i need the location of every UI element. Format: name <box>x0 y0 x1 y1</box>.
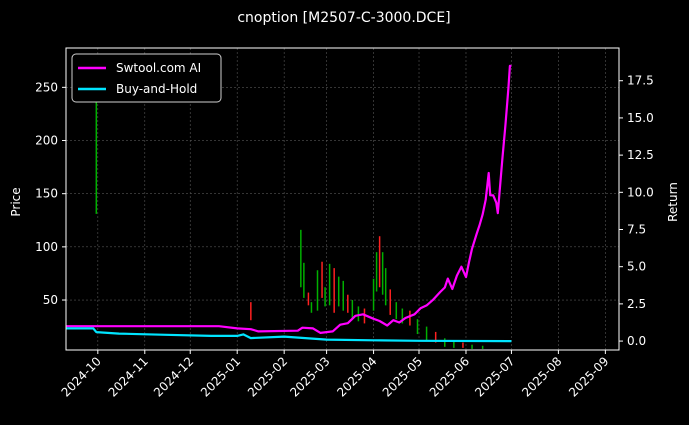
y-right-tick-label: 15.0 <box>627 111 654 125</box>
grid <box>66 48 619 350</box>
y-right-label: Return <box>666 182 680 222</box>
y-right-tick-label: 0.0 <box>627 334 646 348</box>
y-right-tick-label: 10.0 <box>627 185 654 199</box>
y-left-ticks: 50 100 150 200 250 <box>35 80 66 307</box>
y-right-tick-label: 2.5 <box>627 297 646 311</box>
chart-title: cnoption [M2507-C-3000.DCE] <box>237 10 450 26</box>
y-right-tick-label: 17.5 <box>627 74 654 88</box>
price-candles <box>95 82 484 349</box>
y-left-label: Price <box>9 187 23 216</box>
y-right-tick-label: 5.0 <box>627 260 646 274</box>
y-right-tick-label: 12.5 <box>627 148 654 162</box>
y-right-ticks: 0.0 2.5 5.0 7.5 10.0 12.5 15.0 17.5 <box>619 74 654 348</box>
legend-box <box>71 53 222 103</box>
series-line-buyhold <box>66 327 512 343</box>
y-right-tick-label: 7.5 <box>627 222 646 236</box>
legend-label-buyhold: Buy-and-Hold <box>116 82 197 96</box>
y-left-tick-label: 150 <box>35 187 58 201</box>
plot-frame <box>65 47 620 351</box>
legend: Swtool.com AI Buy-and-Hold <box>71 53 222 103</box>
y-left-tick-label: 100 <box>35 240 58 254</box>
y-left-tick-label: 200 <box>35 134 58 148</box>
series-line-strategy <box>66 64 512 334</box>
return-lines <box>66 64 512 343</box>
y-left-tick-label: 250 <box>35 80 58 94</box>
y-left-tick-label: 50 <box>43 293 58 307</box>
legend-label-strategy: Swtool.com AI <box>116 61 201 75</box>
